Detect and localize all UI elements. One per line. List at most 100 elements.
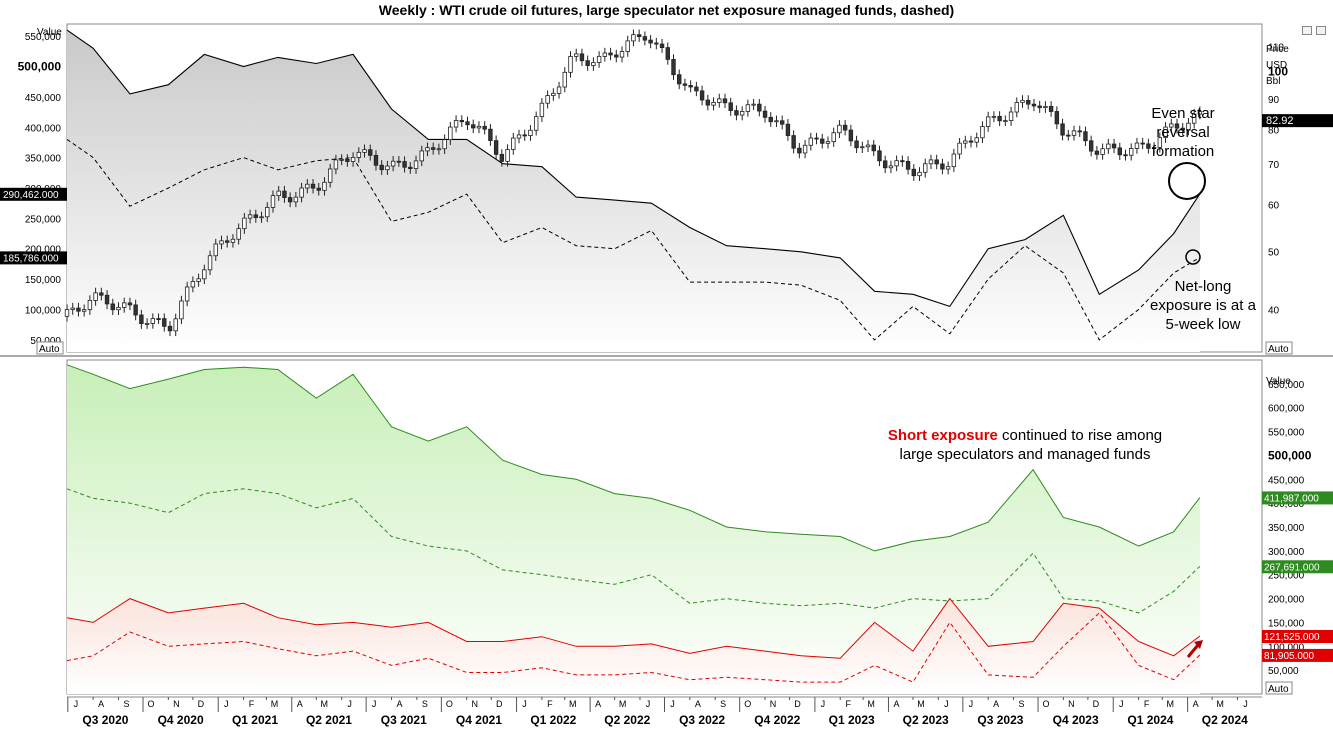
price-candle-body	[207, 255, 213, 271]
price-candle-body	[717, 98, 722, 103]
x-axis-month-label: N	[471, 699, 478, 709]
annotation-short-exposure: Short exposure continued to rise among l…	[860, 426, 1190, 464]
price-candle-body	[173, 318, 178, 332]
x-axis-month-label: M	[867, 699, 875, 709]
x-axis-month-label: J	[821, 699, 826, 709]
price-candle-body	[110, 303, 115, 311]
price-candle-body	[780, 120, 785, 125]
price-candle-body	[842, 124, 848, 131]
price-candle-body	[722, 98, 728, 104]
price-candle-body	[533, 116, 539, 131]
x-axis-month-label: S	[1019, 699, 1025, 709]
right-axis-tick: 40	[1268, 306, 1280, 317]
x-axis-quarter-label: Q3 2020	[82, 713, 128, 727]
x-axis-month-label: J	[74, 699, 79, 709]
annotation-short-exposure-text2: large speculators and managed funds	[899, 446, 1151, 463]
price-candle-body	[425, 147, 430, 152]
bottom-axis-tick: 150,000	[1268, 618, 1305, 629]
price-candle-body	[985, 116, 991, 127]
price-candle-body	[825, 141, 831, 144]
price-candle-body	[968, 140, 974, 143]
price-candle-body	[1071, 130, 1077, 136]
price-candle-body	[167, 325, 173, 332]
price-candle-body	[654, 42, 659, 45]
price-candle-body	[87, 300, 93, 311]
x-axis-month-label: D	[794, 699, 801, 709]
price-candle-body	[1003, 120, 1008, 122]
price-candle-body	[430, 147, 436, 150]
x-axis-month-label: A	[993, 699, 999, 709]
x-axis-month-label: M	[569, 699, 577, 709]
x-axis-month-label: O	[148, 699, 155, 709]
right-axis-tick: 100	[1268, 64, 1288, 78]
net-long-low-circle	[1185, 249, 1201, 265]
right-axis-tick: 70	[1268, 160, 1280, 171]
x-axis-month-label: A	[297, 699, 303, 709]
price-candle-body	[465, 121, 470, 126]
left-axis-tick: 450,000	[25, 93, 62, 104]
x-axis-quarter-label: Q1 2023	[829, 713, 875, 727]
price-candle-body	[768, 116, 773, 123]
x-axis-quarter-label: Q4 2021	[456, 713, 502, 727]
window-close-icon[interactable]	[1316, 26, 1326, 35]
x-axis-month-label: M	[1216, 699, 1224, 709]
price-candle-body	[614, 54, 619, 58]
bottom-value-tag	[1262, 491, 1333, 505]
price-candle-body	[665, 47, 670, 60]
price-candle-body	[179, 300, 184, 320]
bottom-value-tag-text: 81,905.000	[1264, 651, 1314, 662]
price-candle-body	[923, 163, 928, 173]
price-candle-body	[688, 85, 693, 88]
price-candle-body	[1123, 154, 1128, 157]
net-long-area-fill	[67, 30, 1200, 352]
price-candle-body	[900, 160, 905, 163]
price-candle-body	[860, 146, 865, 149]
price-candle-body	[997, 115, 1002, 122]
price-candle-body	[911, 168, 916, 177]
price-candle-body	[848, 129, 854, 142]
price-candle-body	[459, 120, 464, 123]
bottom-axis-label: Value	[1266, 376, 1291, 387]
x-axis-month-label: A	[98, 699, 104, 709]
x-axis-quarter-label: Q2 2022	[604, 713, 650, 727]
price-candle-body	[144, 323, 150, 325]
x-axis-month-label: A	[1193, 699, 1199, 709]
short-red-area-fill	[67, 598, 1200, 694]
price-candle-body	[694, 86, 699, 92]
x-axis-month-label: N	[173, 699, 180, 709]
price-candle-body	[974, 137, 979, 143]
price-candle-body	[505, 149, 510, 162]
price-candle-body	[728, 102, 733, 111]
left-axis-tick: 350,000	[25, 154, 62, 165]
x-axis-quarter-label: Q1 2021	[232, 713, 278, 727]
price-candle-body	[305, 183, 310, 189]
price-candle-body	[951, 153, 957, 168]
price-candle-body	[1008, 111, 1014, 121]
price-candle-body	[276, 190, 281, 197]
price-candle-body	[104, 294, 110, 305]
price-candle-body	[762, 110, 768, 118]
price-candle-body	[734, 110, 739, 116]
price-candle-body	[659, 43, 665, 49]
right-value-tag-text: 82.92	[1266, 115, 1294, 127]
window-restore-icon[interactable]	[1302, 26, 1312, 35]
rising-arrow-head	[1194, 640, 1203, 649]
left-axis-tick: 400,000	[25, 123, 62, 134]
annotation-star-reversal: Even star reversal formation	[1151, 105, 1215, 160]
price-candle-body	[522, 134, 527, 137]
price-candle-body	[945, 166, 951, 170]
left-value-tag	[0, 187, 67, 201]
price-candle-body	[556, 86, 562, 94]
price-candle-body	[1031, 103, 1037, 107]
price-candle-body	[619, 51, 625, 58]
x-axis-month-label: F	[547, 699, 553, 709]
price-candle-body	[373, 154, 379, 166]
price-candle-body	[1077, 130, 1082, 133]
price-candle-body	[322, 181, 327, 191]
price-candle-body	[1026, 99, 1031, 105]
bottom-axis-tick: 600,000	[1268, 404, 1305, 415]
bottom-axis-tick: 100,000	[1268, 642, 1305, 653]
right-auto-button-label: Auto	[1268, 344, 1289, 355]
price-candle-body	[385, 165, 390, 171]
price-candle-body	[1134, 142, 1140, 149]
